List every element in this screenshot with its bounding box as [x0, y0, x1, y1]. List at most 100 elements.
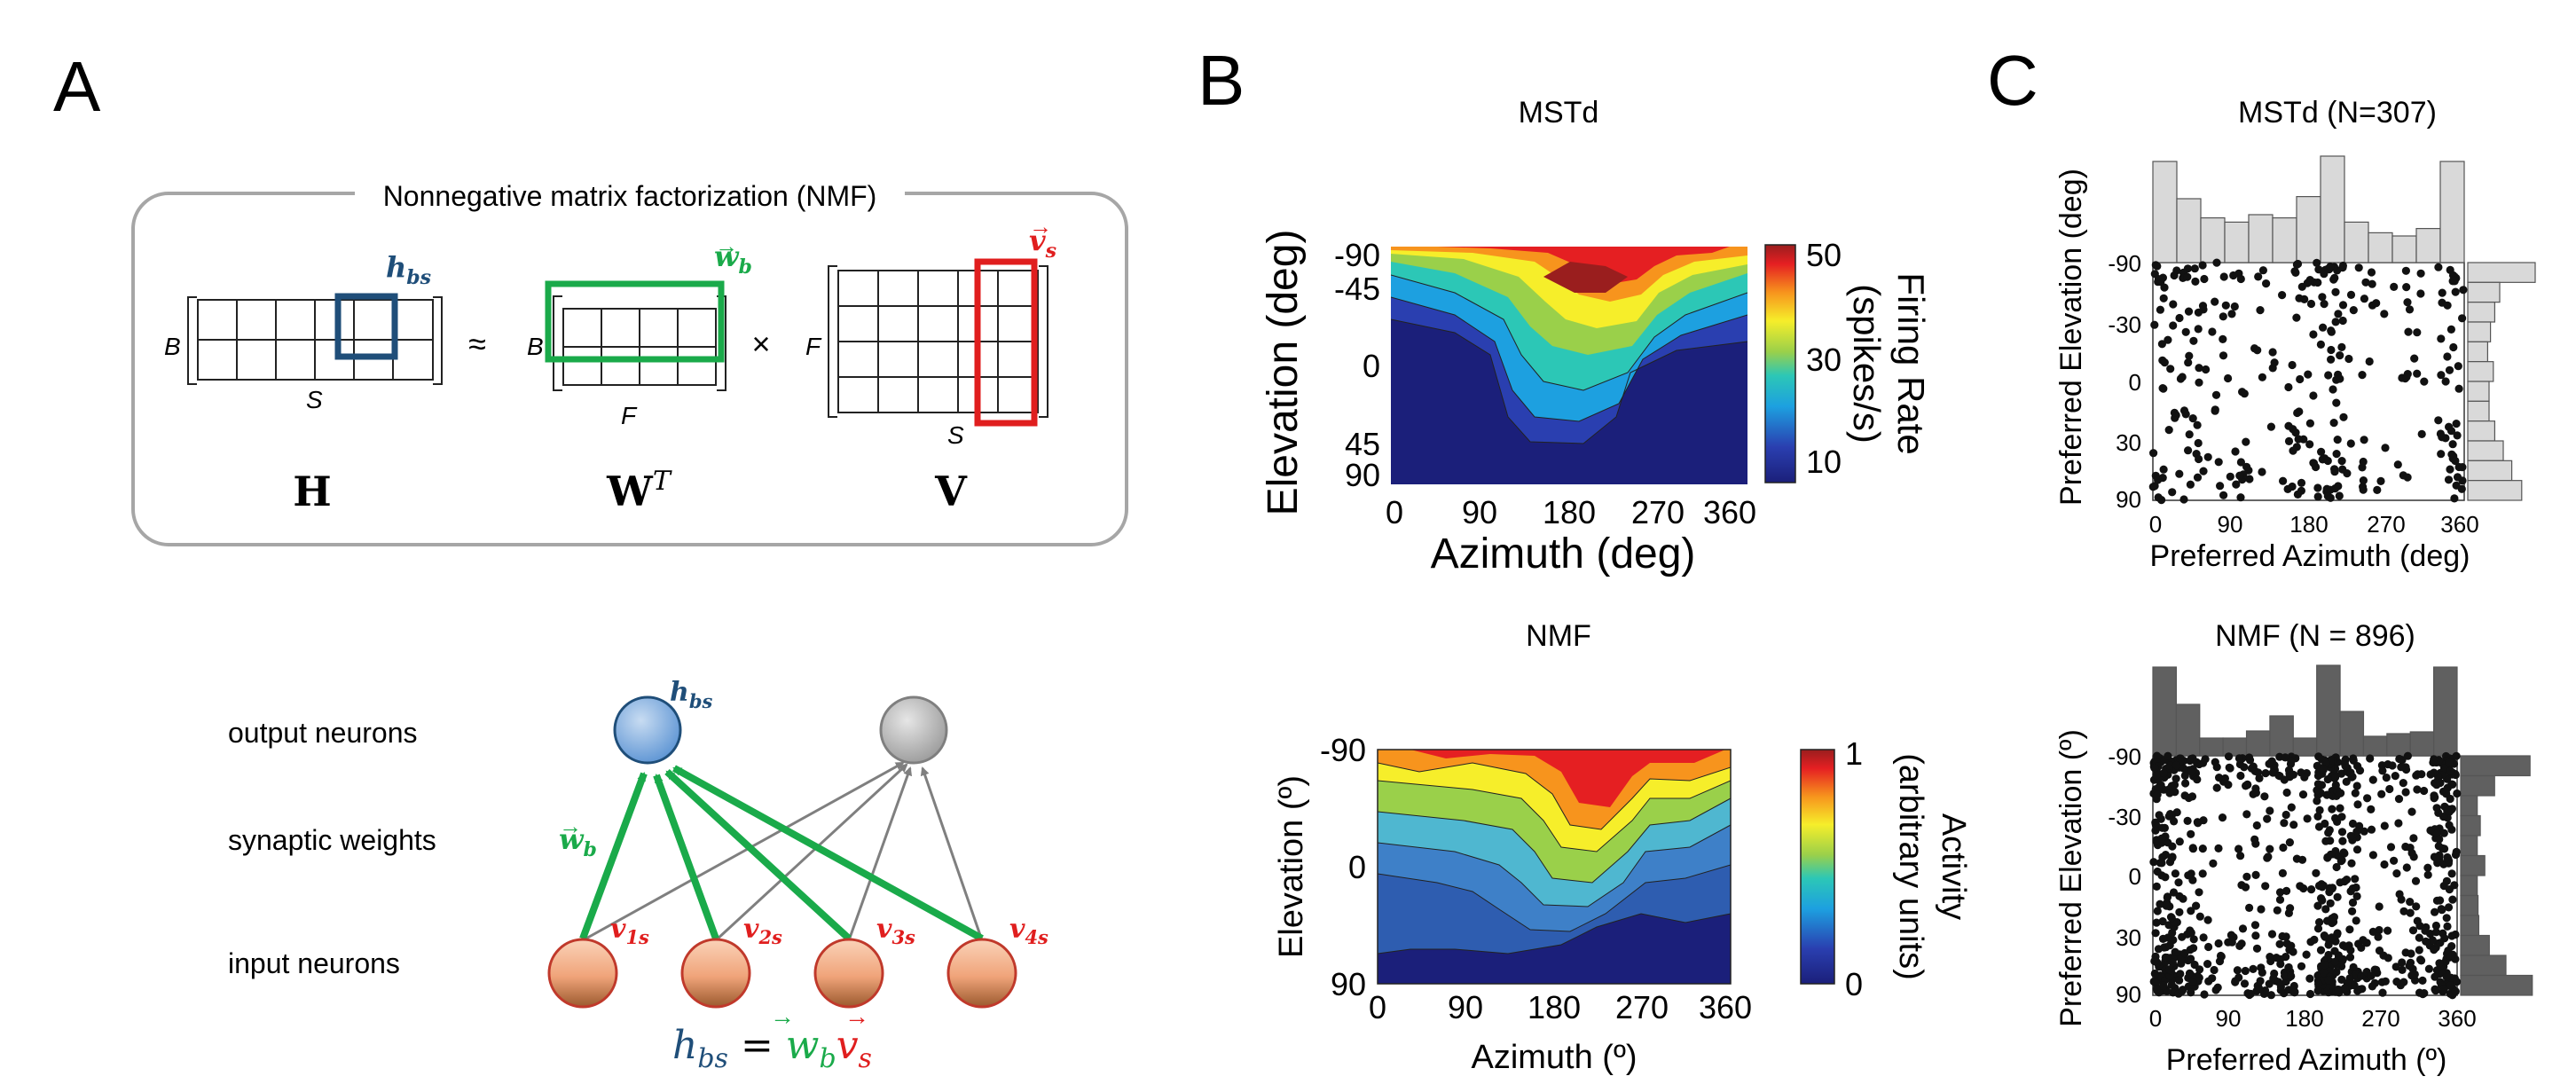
- chart-b-bottom-ylabel: Elevation (º): [1273, 775, 1310, 958]
- v-highlight-label: vs: [1029, 224, 1056, 263]
- chart-b-bottom-xtick-3: 270: [1615, 989, 1669, 1025]
- scatter-point: [2348, 907, 2357, 915]
- scatter-point: [2352, 827, 2361, 837]
- scatter-point: [2357, 943, 2366, 952]
- scatter-point: [2402, 863, 2411, 872]
- v-row-dim: F: [805, 333, 822, 360]
- scatter-point: [2154, 475, 2163, 484]
- scatter-point: [2379, 951, 2388, 960]
- elevation-hist-bar: [2467, 361, 2494, 382]
- scatter-point: [2225, 763, 2234, 772]
- scatter-point: [2192, 901, 2201, 910]
- scatter-point: [2444, 903, 2454, 912]
- scatter-point: [2266, 953, 2274, 962]
- scatter-point: [2424, 964, 2433, 973]
- scatter-point: [2431, 907, 2439, 916]
- chart-b-top-xtick-1: 90: [1462, 494, 1497, 530]
- scatter-point: [2255, 985, 2264, 994]
- chart-c-bottom-xlabel: Preferred Azimuth (º): [2166, 1043, 2447, 1077]
- scatter-point: [2148, 483, 2157, 491]
- chart-c-bottom-ylabel: Preferred Elevation (º): [2054, 729, 2088, 1027]
- azimuth-hist-bar: [2316, 664, 2341, 757]
- scatter-point: [2189, 935, 2198, 944]
- green-weights: [579, 765, 984, 942]
- scatter-point: [2313, 780, 2322, 789]
- scatter-point: [2157, 834, 2166, 843]
- elevation-hist-bar: [2460, 774, 2495, 797]
- scatter-point: [2388, 761, 2397, 770]
- elevation-hist-bar: [2467, 281, 2501, 303]
- scatter-point: [2152, 882, 2161, 892]
- scatter-point: [2344, 354, 2353, 364]
- scatter-point: [2413, 328, 2422, 337]
- scatter-point: [2300, 773, 2309, 782]
- scatter-point: [2181, 779, 2190, 788]
- scatter-point: [2359, 457, 2368, 467]
- chart-c-top-ytick-2: 0: [2129, 369, 2141, 396]
- scatter-point: [2261, 769, 2270, 778]
- scatter-point: [2305, 440, 2314, 449]
- elevation-hist-bar: [2460, 755, 2531, 777]
- azimuth-hist-bar: [2199, 737, 2224, 757]
- scatter-point: [2287, 971, 2296, 980]
- scatter-point: [2385, 784, 2394, 794]
- scatter-point: [2323, 456, 2332, 466]
- scatter-point: [2165, 789, 2174, 797]
- gray-weights: [582, 761, 984, 942]
- scatter-point: [2349, 962, 2358, 971]
- scatter-point: [2183, 272, 2192, 281]
- wt-row-dim: B: [527, 333, 544, 360]
- scatter-point: [2236, 458, 2245, 467]
- scatter-point: [2373, 485, 2382, 495]
- scatter-point: [2336, 789, 2344, 797]
- scatter-point: [2212, 783, 2221, 792]
- chart-c-bottom-xtick-4: 360: [2438, 1005, 2476, 1032]
- scatter-point: [2184, 358, 2193, 367]
- scatter-point: [2316, 340, 2325, 349]
- matrix-v: vs → F S V: [805, 213, 1056, 515]
- input-label-2: v2s: [743, 914, 782, 948]
- scatter-point: [2200, 990, 2209, 999]
- scatter-point: [2178, 986, 2187, 995]
- chart-b-bottom-cbar-label-1: Activity: [1935, 813, 1972, 920]
- scatter-point: [2448, 780, 2457, 790]
- equation: hbs = wbvs: [672, 1023, 872, 1074]
- scatter-point: [2320, 931, 2329, 940]
- chart-b-bottom-xtick-2: 180: [1528, 989, 1581, 1025]
- scatter-point: [2251, 870, 2260, 880]
- scatter-point: [2393, 460, 2402, 469]
- scatter-point: [2152, 918, 2161, 927]
- chart-b-top-ytick-3: 45: [1345, 426, 1380, 462]
- chart-b-bottom-xtick-4: 360: [1699, 989, 1752, 1025]
- chart-c-bottom-xtick-2: 180: [2285, 1005, 2323, 1032]
- scatter-point: [2442, 972, 2451, 981]
- scatter-point: [2242, 872, 2251, 881]
- scatter-point: [2159, 981, 2168, 990]
- scatter-point: [2360, 827, 2368, 836]
- scatter-point: [2334, 482, 2343, 491]
- scatter-point: [2187, 829, 2195, 838]
- scatter-point: [2181, 327, 2190, 336]
- scatter-point: [2349, 306, 2358, 315]
- azimuth-hist-bar: [2391, 235, 2417, 263]
- elevation-hist-bar: [2467, 460, 2513, 482]
- v-highlight-box: [974, 258, 1038, 427]
- chart-c-bottom-ytick-0: -90: [2108, 743, 2141, 770]
- scatter-point: [2172, 760, 2181, 770]
- scatter-point: [2430, 755, 2439, 764]
- scatter-point: [2333, 436, 2342, 444]
- scatter-point: [2426, 826, 2435, 835]
- scatter-point: [2201, 755, 2210, 764]
- scatter-point: [2198, 869, 2207, 878]
- scatter-point: [2446, 980, 2455, 990]
- chart-b-top-colorbar: [1764, 244, 1796, 483]
- elevation-hist-bar: [2467, 420, 2495, 442]
- chart-b-bottom-colorbar: [1800, 749, 1835, 985]
- chart-b-top-ylabel: Elevation (deg): [1260, 230, 1307, 516]
- scatter-point: [2332, 398, 2341, 407]
- scatter-point: [2452, 751, 2461, 760]
- scatter-point: [2203, 452, 2212, 461]
- scatter-point: [2236, 771, 2245, 781]
- scatter-point: [2359, 476, 2368, 485]
- scatter-point: [2154, 783, 2163, 792]
